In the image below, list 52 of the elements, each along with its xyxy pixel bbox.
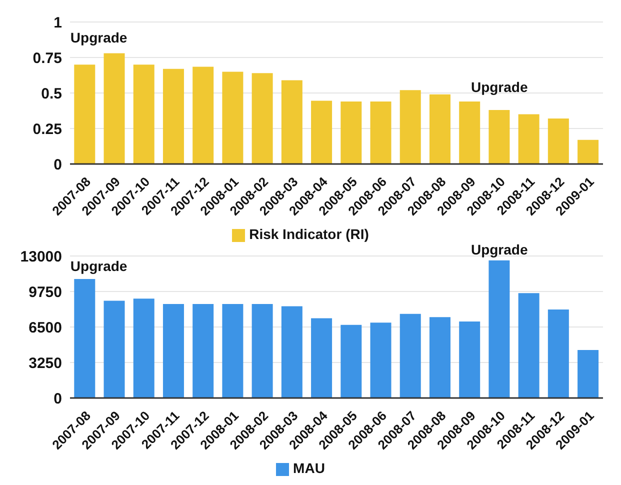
bar	[104, 53, 125, 164]
y-tick-label: 13000	[20, 248, 62, 266]
bar	[162, 304, 184, 398]
y-tick-label: 3250	[28, 354, 62, 372]
bar	[488, 260, 510, 398]
bar	[429, 94, 450, 164]
annotation: Upgrade	[470, 241, 528, 258]
bar	[340, 102, 362, 164]
bar	[400, 90, 421, 164]
bar	[281, 306, 302, 398]
bar	[488, 110, 510, 164]
bar	[578, 140, 599, 164]
y-tick-label: 9750	[28, 284, 62, 301]
bar	[133, 298, 154, 398]
annotation: Upgrade	[470, 79, 528, 96]
bar	[548, 118, 569, 164]
bar	[74, 64, 96, 164]
bar	[222, 72, 244, 164]
y-tick-label: 1	[54, 14, 62, 32]
annotation: Upgrade	[70, 258, 128, 274]
y-tick-label: 0.75	[32, 50, 62, 67]
bar	[459, 322, 480, 398]
bar	[74, 278, 96, 398]
bar	[252, 73, 273, 164]
bar	[192, 66, 214, 164]
bar	[252, 304, 273, 398]
y-tick-label: 0.25	[32, 120, 62, 138]
bar	[311, 318, 332, 398]
bar	[400, 314, 421, 398]
bar	[518, 114, 540, 164]
bar	[578, 350, 599, 398]
bar	[518, 293, 540, 398]
bar	[311, 100, 332, 164]
bar	[429, 317, 450, 398]
y-tick-label: 0	[54, 156, 62, 174]
bar	[459, 102, 480, 164]
bar	[104, 300, 125, 398]
bar	[133, 64, 154, 164]
bar	[222, 304, 244, 398]
y-tick-label: 0.5	[41, 85, 62, 102]
bar	[192, 304, 214, 398]
bar	[548, 310, 569, 398]
legend-label: Risk Indicator (RI)	[249, 226, 369, 242]
bar	[281, 80, 302, 164]
legend-label: MAU	[293, 460, 325, 476]
bar	[162, 68, 184, 164]
bar	[340, 324, 362, 398]
bar	[370, 102, 392, 164]
annotation: Upgrade	[70, 30, 128, 46]
y-tick-label: 0	[54, 390, 62, 408]
bar	[370, 322, 392, 398]
y-tick-label: 6500	[28, 319, 62, 336]
